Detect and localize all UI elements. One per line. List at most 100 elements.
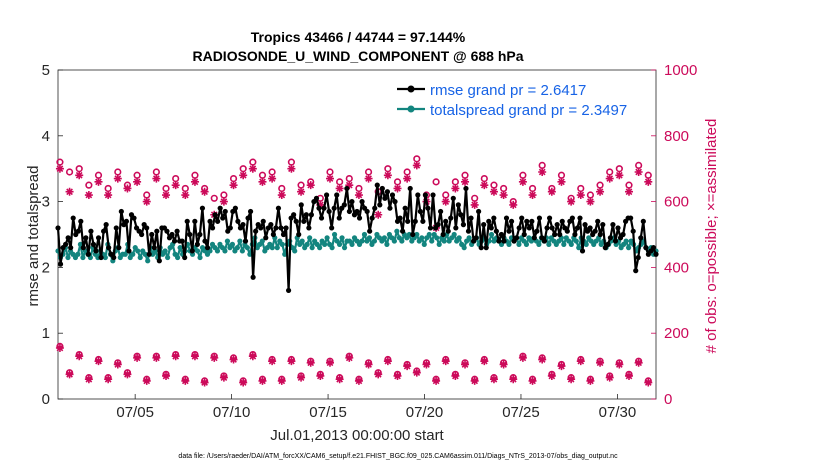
obs-assimilated-marker — [200, 187, 209, 196]
totalspread-point — [229, 241, 236, 247]
obs-assimilated-low-marker — [441, 357, 450, 366]
totalspread-point — [197, 254, 203, 261]
obs-assimilated-low-marker — [219, 373, 228, 382]
obs-assimilated-marker — [538, 167, 547, 176]
rmse-point — [628, 215, 634, 221]
obs-assimilated-low-marker — [567, 375, 576, 384]
y-tick-right-label: 600 — [664, 194, 689, 211]
totalspread-point — [361, 231, 368, 238]
obs-assimilated-marker — [451, 184, 460, 193]
obs-assimilated-marker — [268, 174, 277, 183]
rmse-point — [151, 245, 157, 251]
rmse-point — [321, 205, 327, 211]
obs-assimilated-low-marker — [325, 358, 334, 367]
rmse-point — [557, 231, 563, 238]
rmse-point — [90, 241, 97, 247]
rmse-point — [605, 241, 611, 247]
obs-possible-marker — [85, 181, 93, 189]
rmse-point — [506, 228, 512, 234]
totalspread-point — [466, 235, 472, 241]
obs-assimilated-marker — [596, 187, 605, 196]
rmse-point — [382, 195, 388, 201]
obs-assimilated-low-marker — [181, 376, 190, 385]
obs-assimilated-low-marker — [412, 368, 421, 377]
x-tick-label: 07/05 — [116, 404, 154, 421]
rmse-point — [184, 218, 190, 224]
rmse-point — [473, 235, 479, 241]
rmse-point — [245, 215, 251, 221]
rmse-point — [481, 222, 487, 228]
rmse-point — [106, 245, 112, 251]
totalspread-point — [324, 235, 330, 241]
obs-assimilated-marker — [65, 187, 74, 196]
obs-assimilated-low-marker — [316, 371, 325, 380]
obs-assimilated-marker — [576, 191, 585, 200]
obs-assimilated-low-marker — [576, 357, 585, 366]
x-tick-label: 07/20 — [406, 404, 444, 421]
obs-assimilated-marker — [624, 187, 633, 196]
obs-assimilated-marker — [412, 161, 421, 170]
rmse-point — [448, 215, 454, 221]
rmse-point — [595, 218, 601, 224]
totalspread-point — [304, 241, 310, 247]
rmse-point — [215, 218, 221, 224]
rmse-point — [55, 225, 61, 231]
rmse-point — [410, 231, 416, 238]
rmse-point — [496, 238, 502, 244]
rmse-point — [247, 208, 254, 215]
obs-assimilated-marker — [567, 197, 576, 206]
y-tick-left-label: 5 — [42, 62, 50, 79]
obs-assimilated-low-marker — [335, 375, 344, 384]
rmse-point — [250, 274, 256, 280]
obs-assimilated-low-marker — [547, 371, 556, 380]
totalspread-point — [421, 241, 427, 247]
rmse-point — [519, 215, 525, 221]
obs-assimilated-low-marker — [489, 375, 498, 384]
rmse-point — [516, 225, 522, 231]
rmse-point — [293, 218, 299, 224]
obs-assimilated-marker — [470, 200, 479, 209]
obs-assimilated-marker — [181, 191, 190, 200]
obs-count-markers — [55, 155, 653, 387]
x-tick-label: 07/30 — [599, 404, 637, 421]
rmse-point — [415, 192, 421, 198]
obs-assimilated-marker — [229, 181, 238, 190]
obs-assimilated-low-marker — [538, 355, 547, 364]
totalspread-point — [488, 231, 495, 238]
y-tick-left-label: 4 — [42, 128, 50, 145]
obs-assimilated-low-marker — [152, 353, 161, 362]
obs-assimilated-marker — [94, 177, 103, 186]
totalspread-point — [299, 238, 305, 244]
obs-possible-marker — [210, 194, 218, 202]
rmse-point — [389, 192, 396, 198]
rmse-point — [633, 268, 639, 274]
totalspread-point — [102, 254, 108, 261]
totalspread-point — [75, 251, 81, 257]
totalspread-point — [414, 231, 420, 238]
rmse-point — [285, 287, 292, 294]
data-file-footer: data file: /Users/raeder/DAI/ATM_forcXX/… — [178, 453, 618, 460]
obs-assimilated-marker — [335, 184, 344, 193]
rmse-point — [491, 215, 497, 221]
legend-rmse-label: rmse grand pr = 2.6417 — [430, 82, 586, 99]
rmse-point — [372, 205, 378, 211]
rmse-point — [531, 235, 537, 241]
obs-assimilated-low-marker — [557, 362, 566, 371]
rmse-point — [460, 222, 467, 228]
rmse-point — [549, 225, 555, 231]
rmse-point — [374, 182, 380, 188]
rmse-point — [488, 225, 494, 231]
rmse-point — [318, 215, 325, 221]
obs-assimilated-marker — [605, 174, 614, 183]
rmse-point — [171, 238, 178, 244]
obs-assimilated-low-marker — [528, 376, 537, 385]
rmse-point — [450, 195, 456, 201]
obs-assimilated-marker — [306, 181, 315, 190]
totalspread-point — [307, 235, 313, 241]
totalspread-point — [506, 241, 512, 247]
totalspread-point — [162, 248, 168, 254]
rmse-point — [577, 215, 583, 221]
rmse-point — [521, 231, 527, 238]
rmse-point — [387, 205, 393, 211]
x-tick-label: 07/10 — [213, 404, 251, 421]
